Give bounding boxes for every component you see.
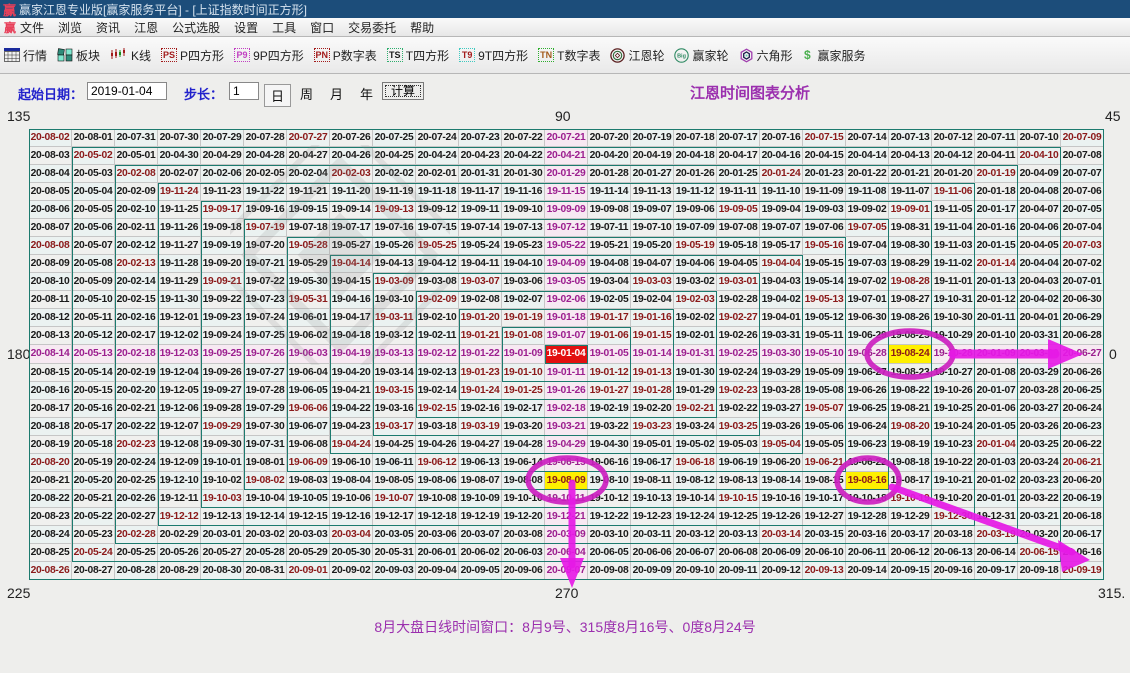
- svg-text:Big: Big: [678, 53, 687, 59]
- svg-text:$: $: [804, 48, 811, 62]
